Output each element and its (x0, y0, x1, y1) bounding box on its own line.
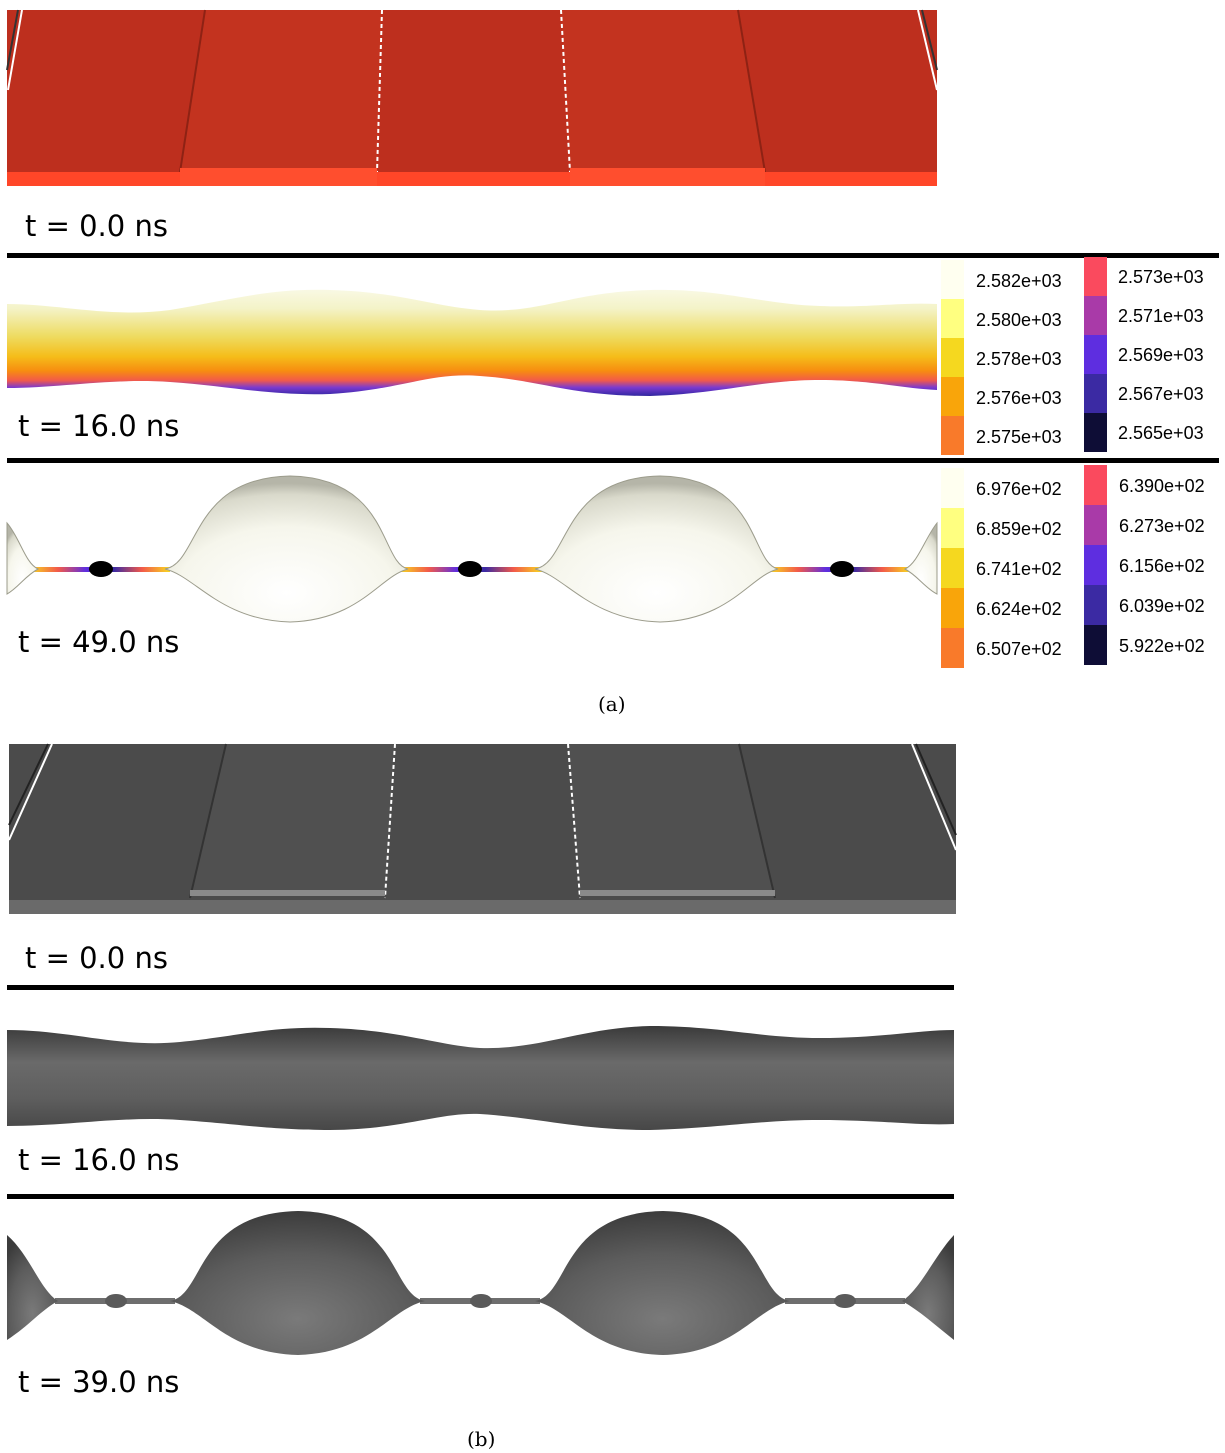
legend-value: 2.575e+03 (976, 427, 1062, 447)
legend-swatch (1084, 413, 1107, 452)
legend-right-column: 6.390e+02 6.273e+02 6.156e+02 6.039e+02 … (1084, 465, 1224, 665)
legend-value: 5.922e+02 (1119, 636, 1205, 656)
legend-entry: 2.575e+03 (941, 416, 1081, 455)
time-label: t = 0.0 ns (25, 209, 168, 243)
legend-entry: 6.976e+02 (941, 468, 1081, 508)
legend-swatch (1084, 465, 1107, 505)
legend-value: 6.507e+02 (976, 639, 1062, 659)
time-label: t = 16.0 ns (18, 1143, 180, 1177)
legend-entry: 6.390e+02 (1084, 465, 1224, 505)
legend-swatch (941, 548, 964, 588)
legend-value: 2.565e+03 (1118, 423, 1204, 443)
legend-value: 2.582e+03 (976, 271, 1062, 291)
legend-entry: 2.565e+03 (1084, 413, 1224, 452)
legend-swatch (1084, 625, 1107, 665)
legend-swatch (941, 377, 964, 416)
time-label: t = 16.0 ns (18, 409, 180, 443)
legend-value: 6.741e+02 (976, 559, 1062, 579)
legend-swatch (1084, 545, 1107, 585)
legend-value: 2.567e+03 (1118, 384, 1204, 404)
legend-swatch (1084, 257, 1107, 296)
thermal-wave-render (7, 289, 937, 396)
legend-entry: 2.582e+03 (941, 260, 1081, 299)
panel-caption: (b) (467, 1427, 496, 1451)
legend-swatch (941, 416, 964, 455)
legend-left-column: 2.582e+03 2.580e+03 2.578e+03 2.576e+03 … (941, 260, 1225, 455)
legend-entry: 6.624e+02 (941, 588, 1081, 628)
legend-swatch (941, 628, 964, 668)
legend-entry: 5.922e+02 (1084, 625, 1224, 665)
legend-swatch (1084, 335, 1107, 374)
legend-value: 2.573e+03 (1118, 267, 1204, 287)
legend-entry: 2.576e+03 (941, 377, 1081, 416)
legend-value: 2.576e+03 (976, 388, 1062, 408)
legend-entry: 2.580e+03 (941, 299, 1081, 338)
time-label: t = 49.0 ns (18, 625, 180, 659)
legend-entry: 6.859e+02 (941, 508, 1081, 548)
legend-entry: 2.567e+03 (1084, 374, 1224, 413)
legend-entry: 6.039e+02 (1084, 585, 1224, 625)
legend-swatch (1084, 585, 1107, 625)
droplets-render-colored (6, 475, 938, 623)
legend-entry: 2.578e+03 (941, 338, 1081, 377)
frame-divider (7, 458, 1219, 463)
legend-entry: 2.573e+03 (1084, 257, 1224, 296)
frame-divider (7, 985, 954, 990)
legend-value: 2.580e+03 (976, 310, 1062, 330)
legend-value: 2.571e+03 (1118, 306, 1204, 326)
legend-value: 6.273e+02 (1119, 516, 1205, 536)
legend-swatch (941, 468, 964, 508)
legend-value: 6.039e+02 (1119, 596, 1205, 616)
grey-wave-render (7, 1026, 954, 1130)
panel-caption: (a) (598, 692, 626, 716)
legend-entry: 2.571e+03 (1084, 296, 1224, 335)
legend-swatch (941, 588, 964, 628)
legend-entry: 6.273e+02 (1084, 505, 1224, 545)
frame-divider (7, 1194, 954, 1199)
legend-swatch (1084, 374, 1107, 413)
legend-value: 2.569e+03 (1118, 345, 1204, 365)
legend-swatch (1084, 296, 1107, 335)
legend-value: 6.976e+02 (976, 479, 1062, 499)
legend-value: 6.624e+02 (976, 599, 1062, 619)
legend-entry: 2.569e+03 (1084, 335, 1224, 374)
legend-swatch (941, 260, 964, 299)
legend-swatch (941, 299, 964, 338)
legend-value: 6.156e+02 (1119, 556, 1205, 576)
legend-swatch (941, 508, 964, 548)
red-blocks-render (6, 9, 938, 186)
legend-value: 6.859e+02 (976, 519, 1062, 539)
time-label: t = 39.0 ns (18, 1365, 180, 1399)
legend-right-column: 2.573e+03 2.571e+03 2.569e+03 2.567e+03 … (1084, 257, 1224, 452)
legend-entry: 6.156e+02 (1084, 545, 1224, 585)
grey-droplets-render (7, 1211, 954, 1355)
legend-entry: 6.507e+02 (941, 628, 1081, 668)
legend-swatch (941, 338, 964, 377)
legend-swatch (1084, 505, 1107, 545)
legend-value: 2.578e+03 (976, 349, 1062, 369)
frame-divider (7, 253, 1219, 258)
legend-entry: 6.741e+02 (941, 548, 1081, 588)
legend-left-column: 6.976e+02 6.859e+02 6.741e+02 6.624e+02 … (941, 468, 1081, 668)
grey-blocks-render (8, 743, 957, 914)
legend-value: 6.390e+02 (1119, 476, 1205, 496)
time-label: t = 0.0 ns (25, 941, 168, 975)
